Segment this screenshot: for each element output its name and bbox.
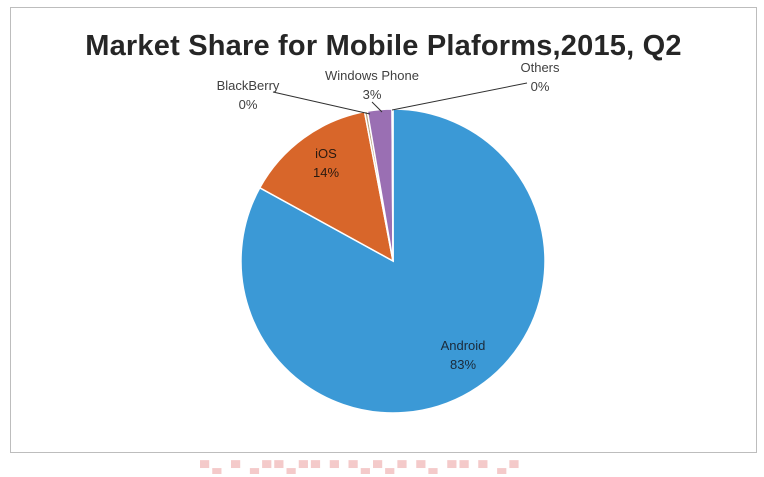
- slice-label-windows-phone: Windows Phone: [325, 68, 419, 83]
- slice-label-ios: iOS: [315, 146, 337, 161]
- slice-value-android: 83%: [450, 357, 476, 372]
- slice-label-blackberry: BlackBerry: [217, 78, 280, 93]
- slice-value-ios: 14%: [313, 165, 339, 180]
- slice-value-others: 0%: [531, 79, 550, 94]
- slice-value-blackberry: 0%: [239, 97, 258, 112]
- leader-line-windows-phone: [371, 101, 383, 113]
- leader-line-others: [391, 82, 528, 111]
- pie-slice-others: [391, 108, 394, 262]
- slice-label-android: Android: [441, 338, 486, 353]
- pie-slice-ios: [258, 110, 395, 263]
- chart-title: Market Share for Mobile Plaforms,2015, Q…: [85, 30, 682, 62]
- leader-line-blackberry: [272, 91, 371, 115]
- watermark: ▀▄ ▀ ▄▀▀▄▀▀ ▀ ▀▄▀▄▀ ▀▄ ▀▀ ▀ ▄▀: [200, 460, 522, 474]
- slice-value-windows-phone: 3%: [363, 87, 382, 102]
- slice-label-others: Others: [520, 60, 560, 75]
